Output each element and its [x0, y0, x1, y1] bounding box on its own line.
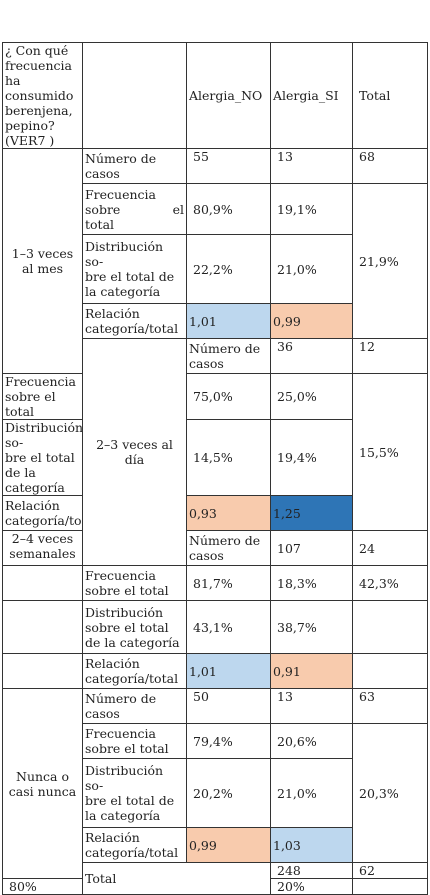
dist-label-a: Distribución so- — [5, 420, 83, 451]
cell-freq-si: 18,3% — [270, 565, 353, 601]
cell-rel-si: 0,91 — [270, 653, 353, 689]
table-row: Frecuencia sobre el total 80,9% 19,1% 21… — [3, 183, 428, 339]
cell-casos-total: 63 — [352, 688, 428, 724]
cell-casos-si: 24 — [352, 530, 428, 566]
table-row: Frecuencia sobre el total 75,0% 25,0% 15… — [2, 373, 428, 531]
cell-rel-si: 0,99 — [270, 303, 353, 339]
row-label-relacion: Relación categoría/total — [82, 827, 187, 863]
cell-total-pct: 20,3% — [352, 723, 428, 863]
cell-rel-si: 1,03 — [270, 827, 353, 863]
total-count-no: 248 — [270, 862, 353, 879]
row-label-relacion: Relación categoría/total — [2, 495, 83, 531]
freq-label-line2: sobre el — [85, 201, 184, 217]
cell-total-pct: 15,5% — [352, 373, 428, 531]
row-label-casos: Número de casos — [82, 148, 187, 184]
cell-freq-si: 20,6% — [270, 723, 353, 759]
empty-cell — [352, 600, 428, 654]
cell-rel-si: 1,25 — [270, 495, 353, 531]
total-pct-no: 80% — [2, 878, 83, 895]
col-header-si: Alergia_SI — [270, 42, 353, 149]
cell-freq-no: 81,7% — [186, 565, 271, 601]
dist-label-b: bre el total de la categoría — [85, 793, 175, 823]
cell-casos-no: 50 — [186, 688, 271, 724]
cell-dist-si: 21,0% — [270, 758, 353, 828]
empty-cell — [2, 600, 83, 654]
dist-label-b: bre el total de la categoría — [85, 269, 175, 299]
question-header: ¿ Con qué frecuencia ha consumido berenj… — [2, 42, 83, 149]
cell-dist-no: 43,1% — [186, 600, 271, 654]
table-row: 2–3 veces al día Número de casos 36 12 4… — [3, 338, 428, 566]
table-row: Frecuencia sobre el total 81,7% 18,3% 42… — [2, 565, 428, 601]
table-row: Relación categoría/total 1,01 0,99 — [3, 303, 428, 339]
empty-cell — [352, 878, 428, 895]
cell-casos-total: 68 — [352, 148, 428, 184]
row-label-frecuencia: Frecuencia sobre el total — [2, 373, 83, 420]
total-pct-si: 20% — [270, 878, 353, 895]
cell-rel-no: 0,99 — [186, 827, 271, 863]
cell-rel-no: 1,01 — [186, 653, 271, 689]
row-label-frecuencia: Frecuencia sobre el total — [82, 183, 187, 235]
cell-total-pct: 42,3% — [352, 565, 428, 601]
empty-cell — [352, 653, 428, 689]
cell-total-pct: 21,9% — [352, 183, 428, 339]
row-label-distribucion: Distribución so- bre el total de la cate… — [82, 234, 187, 304]
cell-casos-no: 36 — [270, 338, 353, 374]
cell-rel-no: 0,93 — [186, 495, 271, 531]
row-label-casos: Número de casos — [186, 338, 271, 374]
cell-rel-no: 1,01 — [186, 303, 271, 339]
col-header-no: Alergia_NO — [186, 42, 271, 149]
row-label-frecuencia: Frecuencia sobre el total — [82, 565, 187, 601]
table-row: 2–4 veces semanales Número de casos 107 … — [2, 530, 428, 566]
col-header-total: Total — [352, 42, 428, 149]
row-label-distribucion: Distribución so- bre el total de la cate… — [82, 758, 187, 828]
freq-label-line1: Frecuencia — [85, 186, 156, 202]
table-row: Distribución sobre el total de la catego… — [2, 600, 428, 654]
row-label-frecuencia: Frecuencia sobre el total — [82, 723, 187, 759]
blank-header — [82, 42, 187, 149]
row-label-distribucion: Distribución sobre el total de la catego… — [82, 600, 187, 654]
table-row: Distribución so- bre el total de la cate… — [3, 758, 428, 828]
cell-freq-si: 25,0% — [270, 373, 353, 420]
dist-label-a: Distribución so- — [85, 763, 164, 793]
dist-label-a: Distribución so- — [85, 239, 164, 269]
cell-dist-si: 38,7% — [270, 600, 353, 654]
totals-label: Total — [82, 862, 271, 895]
total-count-si: 62 — [352, 862, 428, 879]
row-label-relacion: Relación categoría/total — [82, 653, 187, 689]
row-label-distribucion: Distribución so- bre el total de la cate… — [2, 419, 83, 496]
table-row: Nunca o casi nunca Número de casos 50 13… — [2, 688, 428, 879]
cell-freq-no: 79,4% — [186, 723, 271, 759]
cell-casos-si: 12 — [352, 338, 428, 374]
cell-dist-no: 14,5% — [186, 419, 271, 496]
row-label-casos: Número de casos — [186, 530, 271, 566]
freq-label-line3: total — [85, 216, 115, 232]
cell-freq-no: 75,0% — [186, 373, 271, 420]
cell-freq-no: 80,9% — [186, 183, 271, 235]
header-row: ¿ Con qué frecuencia ha consumido berenj… — [2, 42, 428, 149]
cell-dist-si: 21,0% — [270, 234, 353, 304]
empty-cell — [2, 565, 83, 601]
cell-casos-no: 107 — [270, 530, 353, 566]
cell-casos-si: 13 — [270, 688, 353, 724]
table-row: Distribución so- bre el total de la cate… — [3, 234, 428, 304]
cell-dist-no: 22,2% — [186, 234, 271, 304]
cell-casos-si: 13 — [270, 148, 353, 184]
category-label: 2–3 veces al día — [82, 338, 187, 566]
category-label: 1–3 veces al mes — [2, 148, 83, 374]
category-label: Nunca o casi nunca — [2, 688, 83, 879]
crosstab-table: ¿ Con qué frecuencia ha consumido berenj… — [2, 42, 428, 895]
empty-cell — [2, 653, 83, 689]
cell-freq-si: 19,1% — [270, 183, 353, 235]
cell-dist-si: 19,4% — [270, 419, 353, 496]
row-label-casos: Número de casos — [82, 688, 187, 724]
table-row: Distribución so- bre el total de la cate… — [2, 419, 428, 496]
dist-label-b: bre el total de la categoría — [5, 450, 75, 495]
table-row: 1–3 veces al mes Número de casos 55 13 6… — [2, 148, 428, 374]
cell-dist-no: 20,2% — [186, 758, 271, 828]
row-label-relacion: Relación categoría/total — [82, 303, 187, 339]
table-row: Relación categoría/total 1,01 0,91 — [2, 653, 428, 689]
category-label: 2–4 veces semanales — [2, 530, 83, 566]
cell-casos-no: 55 — [186, 148, 271, 184]
